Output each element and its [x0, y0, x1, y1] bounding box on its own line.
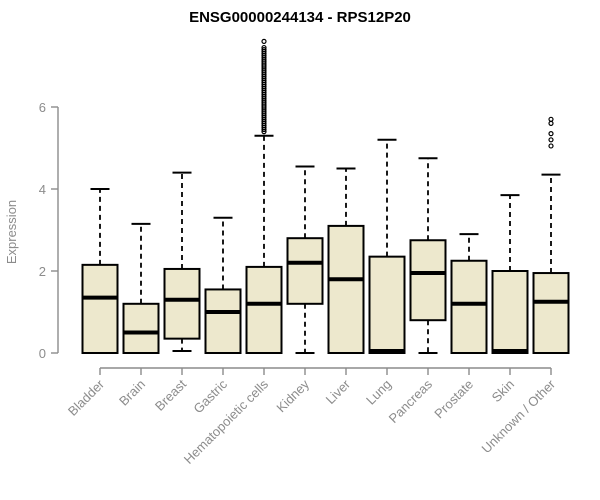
y-tick-label: 2 — [39, 264, 46, 279]
boxplot-group — [81, 188, 119, 355]
boxplot-group — [204, 216, 242, 355]
boxplot-box — [204, 288, 242, 355]
outlier-point — [261, 44, 267, 51]
boxplot-box — [491, 270, 529, 354]
boxplot-box — [368, 255, 406, 354]
outlier-point — [548, 116, 554, 122]
boxplot-group — [122, 222, 160, 354]
boxplot-box — [245, 265, 283, 354]
chart-title: ENSG00000244134 - RPS12P20 — [189, 9, 411, 26]
boxplot-group — [450, 233, 488, 354]
category-label: Unknown / Other — [479, 376, 559, 456]
category-label: Kidney — [273, 376, 312, 415]
boxplot-box — [163, 267, 201, 340]
boxplot-box — [81, 263, 119, 355]
boxplot-group — [163, 171, 201, 352]
y-axis-title: Expression — [4, 200, 19, 264]
category-label: Skin — [489, 377, 517, 405]
category-label: Breast — [152, 376, 189, 413]
y-tick-label: 4 — [39, 182, 46, 197]
category-label: Gastric — [190, 376, 230, 416]
outlier-point — [261, 38, 267, 45]
category-label: Lung — [363, 377, 394, 408]
category-label: Pancreas — [386, 376, 436, 426]
category-label: Bladder — [65, 376, 108, 419]
boxplot-box — [122, 302, 160, 354]
boxplot-box — [327, 224, 365, 354]
category-label: Liver — [323, 376, 354, 407]
boxplot-group — [286, 165, 324, 354]
y-tick-label: 6 — [39, 100, 46, 115]
boxplot-box — [409, 239, 447, 322]
boxplot-group — [409, 157, 447, 354]
boxplot-group — [491, 194, 529, 354]
boxplot-group — [245, 38, 283, 354]
boxplot-box — [450, 259, 488, 354]
outlier-point — [548, 143, 554, 149]
boxplot-box — [286, 237, 324, 305]
boxplot-group — [532, 116, 570, 354]
y-tick-label: 0 — [39, 346, 46, 361]
boxplot-group — [368, 138, 406, 354]
outlier-point — [548, 137, 554, 143]
outlier-point — [261, 46, 267, 53]
boxplot-box — [532, 272, 570, 354]
outlier-point — [548, 120, 554, 127]
boxplot-group — [327, 167, 365, 354]
outlier-point — [548, 131, 554, 137]
category-label: Brain — [116, 377, 148, 409]
category-label: Prostate — [431, 377, 476, 422]
